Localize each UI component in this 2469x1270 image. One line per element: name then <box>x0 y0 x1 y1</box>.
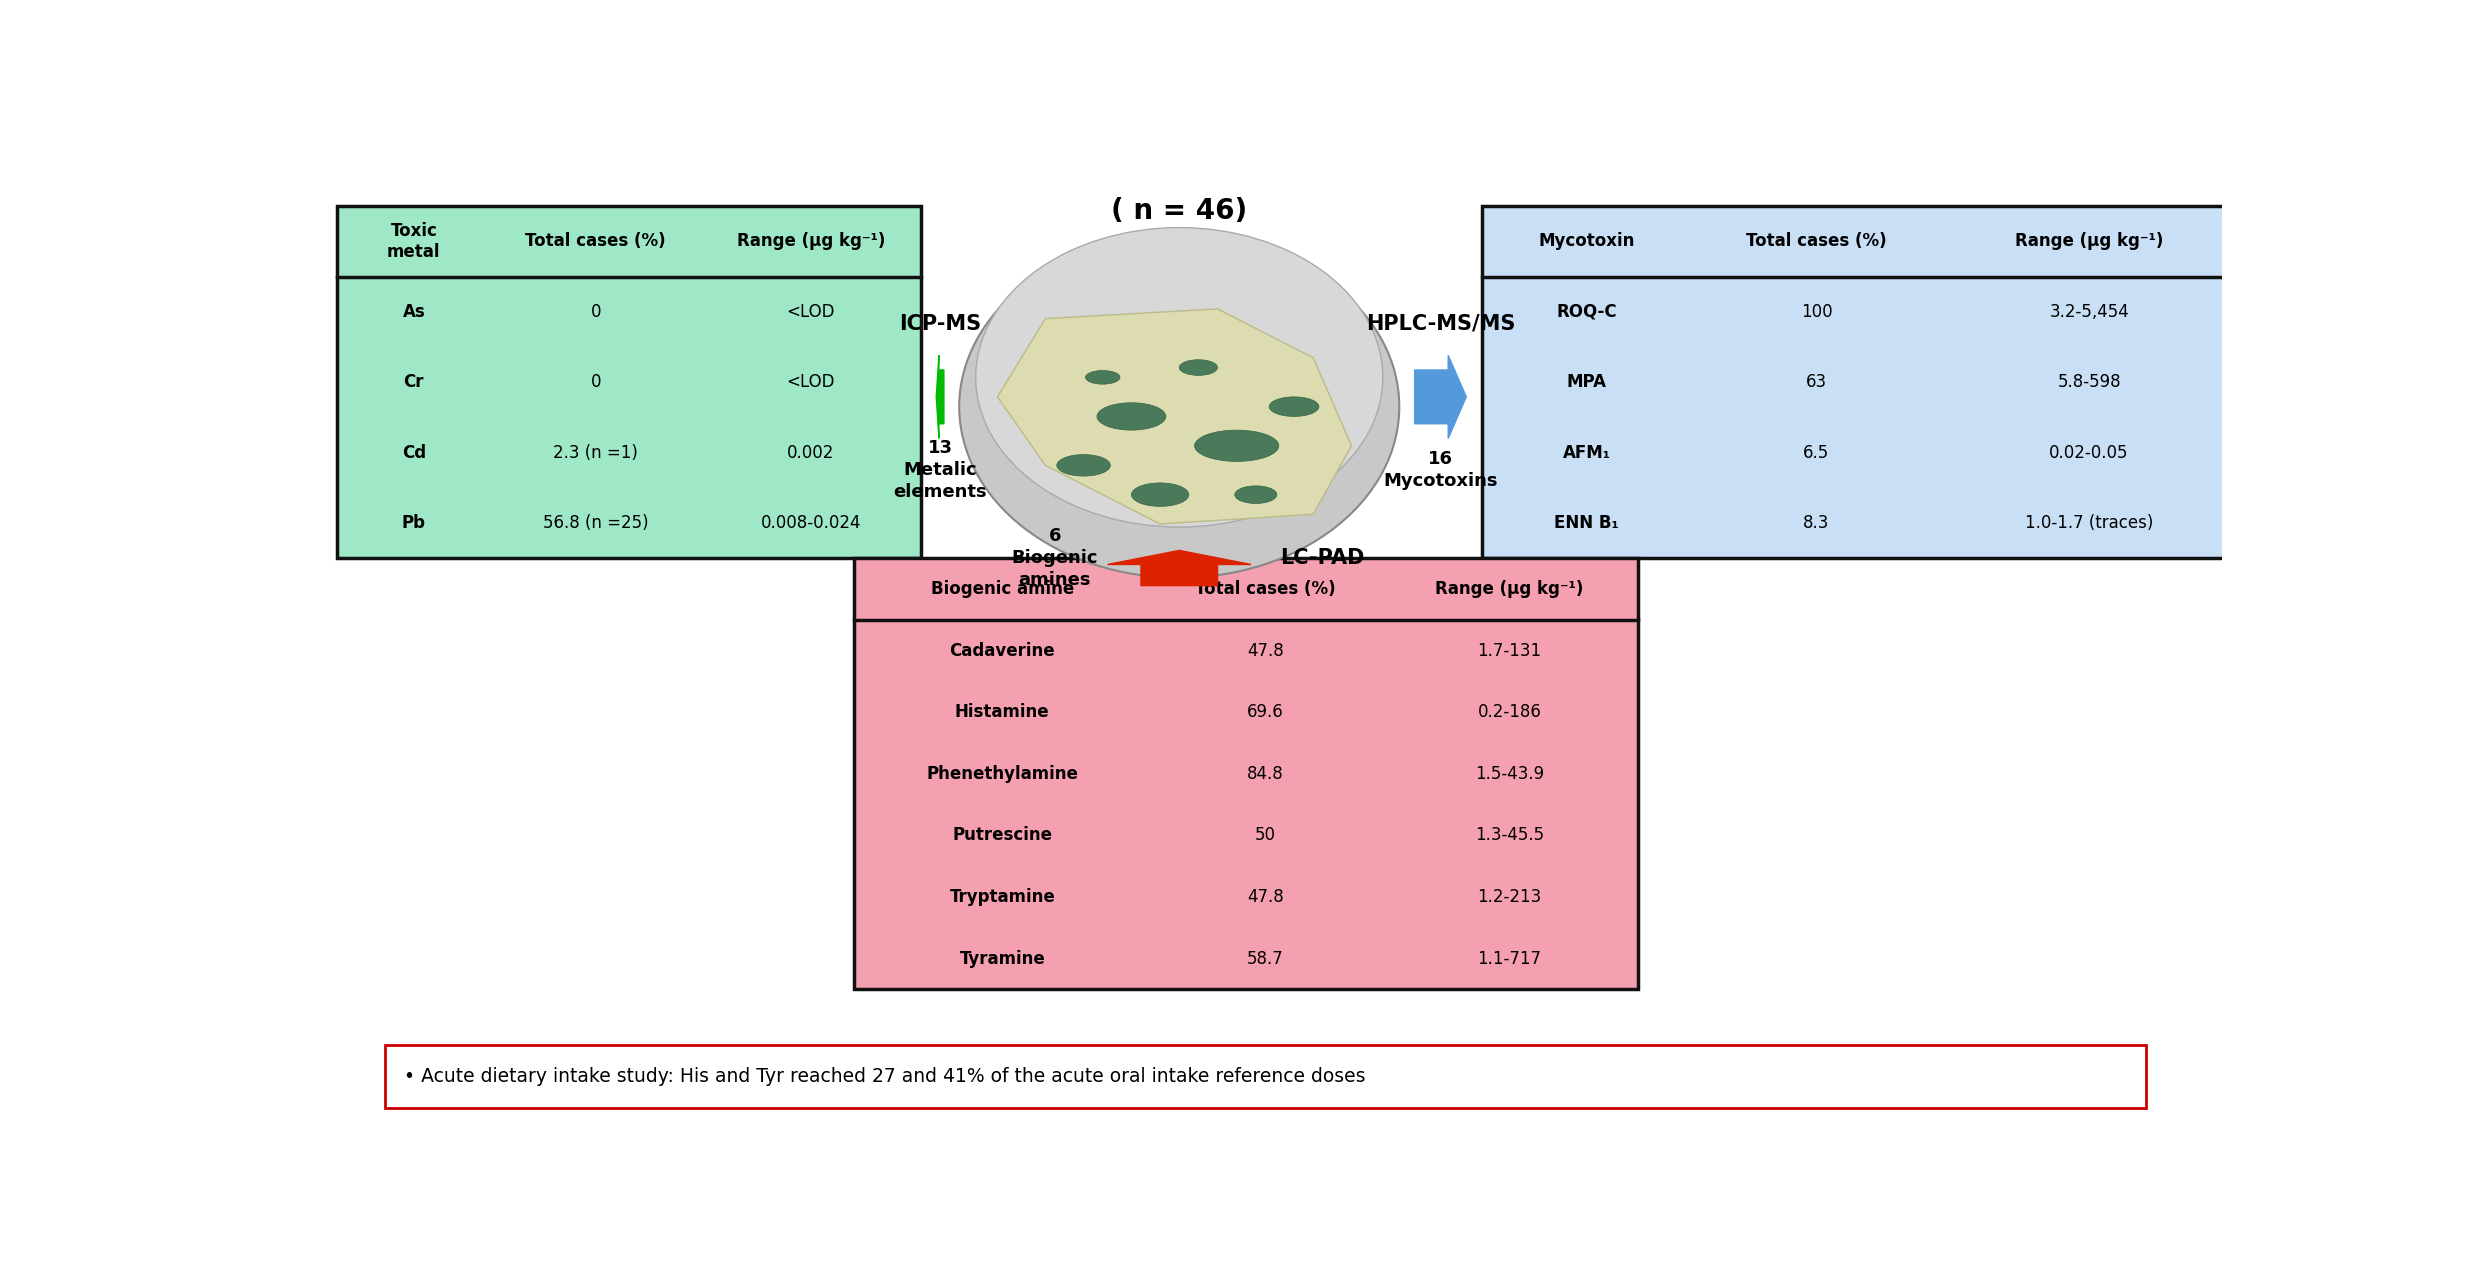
Ellipse shape <box>1180 359 1217 376</box>
Text: 100: 100 <box>1800 302 1832 321</box>
Text: 1.2-213: 1.2-213 <box>1476 888 1541 906</box>
Text: 0.008-0.024: 0.008-0.024 <box>760 514 862 532</box>
Text: Pb: Pb <box>402 514 425 532</box>
Text: • Acute dietary intake study: His and Tyr reached 27 and 41% of the acute oral i: • Acute dietary intake study: His and Ty… <box>405 1067 1365 1086</box>
Text: Tryptamine: Tryptamine <box>951 888 1054 906</box>
Text: Cd: Cd <box>402 443 427 461</box>
FancyBboxPatch shape <box>338 206 921 559</box>
Ellipse shape <box>958 235 1400 578</box>
Ellipse shape <box>1195 431 1279 461</box>
Ellipse shape <box>1131 483 1190 507</box>
Text: 13
Metalic
elements: 13 Metalic elements <box>894 439 988 502</box>
Text: 58.7: 58.7 <box>1247 950 1284 968</box>
Text: Range (μg kg⁻¹): Range (μg kg⁻¹) <box>1434 580 1583 598</box>
Text: 0: 0 <box>590 373 600 391</box>
Text: ( n = 46): ( n = 46) <box>1111 197 1247 225</box>
Text: 1.7-131: 1.7-131 <box>1476 641 1541 659</box>
Text: Phenethylamine: Phenethylamine <box>926 765 1079 782</box>
Text: ICP-MS: ICP-MS <box>899 314 980 334</box>
Text: AFM₁: AFM₁ <box>1563 443 1610 461</box>
Text: Tyramine: Tyramine <box>960 950 1044 968</box>
Text: MPA: MPA <box>1568 373 1607 391</box>
FancyBboxPatch shape <box>1481 206 2237 559</box>
Text: LC-PAD: LC-PAD <box>1281 549 1365 568</box>
Text: 1.5-43.9: 1.5-43.9 <box>1474 765 1543 782</box>
Text: 1.1-717: 1.1-717 <box>1476 950 1541 968</box>
Text: 63: 63 <box>1805 373 1827 391</box>
Text: As: As <box>402 302 425 321</box>
Text: 6.5: 6.5 <box>1802 443 1830 461</box>
Text: Cadaverine: Cadaverine <box>951 641 1054 659</box>
Text: 6
Biogenic
amines: 6 Biogenic amines <box>1012 527 1099 589</box>
Ellipse shape <box>1086 371 1121 384</box>
Text: 0.02-0.05: 0.02-0.05 <box>2049 443 2128 461</box>
Text: 16
Mycotoxins: 16 Mycotoxins <box>1383 450 1499 490</box>
Text: Range (μg kg⁻¹): Range (μg kg⁻¹) <box>2015 232 2163 250</box>
Text: 47.8: 47.8 <box>1247 641 1284 659</box>
Text: Putrescine: Putrescine <box>953 827 1052 845</box>
Text: 3.2-5,454: 3.2-5,454 <box>2049 302 2128 321</box>
Text: Biogenic amine: Biogenic amine <box>931 580 1074 598</box>
Polygon shape <box>1415 356 1467 438</box>
FancyBboxPatch shape <box>385 1045 2146 1109</box>
Ellipse shape <box>1234 486 1276 503</box>
Text: <LOD: <LOD <box>788 302 835 321</box>
Text: 1.3-45.5: 1.3-45.5 <box>1474 827 1543 845</box>
Text: Total cases (%): Total cases (%) <box>1195 580 1336 598</box>
Ellipse shape <box>1269 398 1318 417</box>
Polygon shape <box>1109 550 1252 585</box>
Text: 5.8-598: 5.8-598 <box>2057 373 2121 391</box>
Text: 1.0-1.7 (traces): 1.0-1.7 (traces) <box>2025 514 2153 532</box>
Text: Mycotoxin: Mycotoxin <box>1538 232 1634 250</box>
Text: <LOD: <LOD <box>788 373 835 391</box>
Ellipse shape <box>1057 455 1111 476</box>
Ellipse shape <box>975 227 1383 527</box>
Text: 50: 50 <box>1254 827 1276 845</box>
FancyBboxPatch shape <box>854 559 1639 989</box>
Text: Cr: Cr <box>402 373 425 391</box>
Text: 69.6: 69.6 <box>1247 704 1284 721</box>
Text: 47.8: 47.8 <box>1247 888 1284 906</box>
Text: Histamine: Histamine <box>956 704 1049 721</box>
Text: 8.3: 8.3 <box>1802 514 1830 532</box>
Text: ENN B₁: ENN B₁ <box>1555 514 1620 532</box>
Text: ROQ-C: ROQ-C <box>1555 302 1617 321</box>
Text: Toxic
metal: Toxic metal <box>388 222 439 260</box>
Text: Range (μg kg⁻¹): Range (μg kg⁻¹) <box>736 232 884 250</box>
Text: 2.3 (n =1): 2.3 (n =1) <box>553 443 637 461</box>
Polygon shape <box>936 356 943 438</box>
Text: 84.8: 84.8 <box>1247 765 1284 782</box>
Text: 0.002: 0.002 <box>788 443 835 461</box>
Text: 0.2-186: 0.2-186 <box>1476 704 1541 721</box>
Ellipse shape <box>1096 403 1165 431</box>
Text: Total cases (%): Total cases (%) <box>1746 232 1886 250</box>
Text: 0: 0 <box>590 302 600 321</box>
Polygon shape <box>997 309 1351 525</box>
Text: HPLC-MS/MS: HPLC-MS/MS <box>1365 314 1516 334</box>
Text: Total cases (%): Total cases (%) <box>526 232 667 250</box>
Text: 56.8 (n =25): 56.8 (n =25) <box>543 514 649 532</box>
